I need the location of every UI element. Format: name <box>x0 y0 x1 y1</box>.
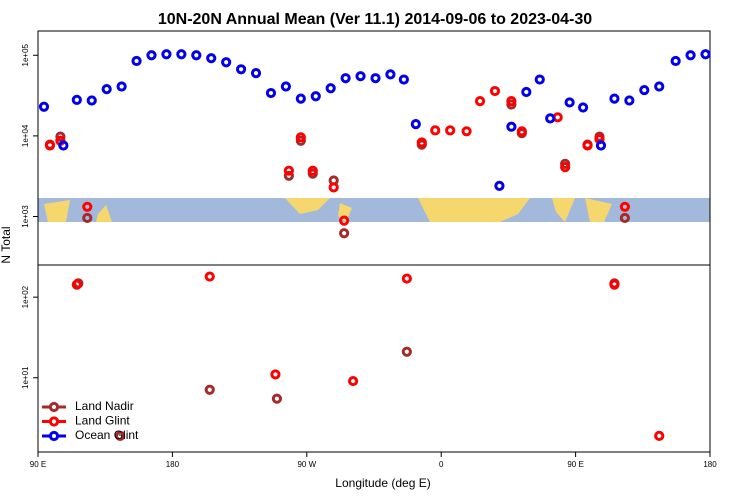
point <box>295 93 306 104</box>
point <box>654 430 665 442</box>
map-strip <box>38 198 710 222</box>
point <box>86 95 97 106</box>
point <box>474 96 486 107</box>
y-tick-label: 1e+02 <box>21 285 30 308</box>
point <box>347 375 359 387</box>
plot-frame <box>37 30 711 453</box>
point <box>191 50 202 61</box>
point <box>310 91 321 102</box>
point <box>115 430 126 442</box>
x-tick-label: 90 W <box>297 460 316 469</box>
legend-marker <box>48 430 60 442</box>
point <box>280 81 291 92</box>
point <box>82 201 93 212</box>
point <box>385 69 396 80</box>
point <box>176 49 187 60</box>
point <box>489 85 501 97</box>
point <box>700 49 711 60</box>
y-axis-label: N Total <box>0 226 13 263</box>
legend-label: Land Glint <box>75 414 130 428</box>
x-tick-label: 90 E <box>567 460 583 469</box>
point <box>204 271 215 282</box>
point <box>101 84 112 95</box>
y-tick-label: 1e+01 <box>21 366 30 389</box>
y-tick-label: 1e+04 <box>21 124 30 147</box>
point <box>221 57 232 68</box>
y-tick-label: 1e+05 <box>21 43 30 66</box>
point <box>494 180 505 191</box>
point <box>58 140 69 151</box>
legend-label: Ocean Glint <box>75 428 139 442</box>
point <box>445 125 456 136</box>
point <box>506 96 517 107</box>
point <box>619 201 630 212</box>
point <box>609 93 620 104</box>
point <box>71 94 82 105</box>
point <box>461 126 472 137</box>
point <box>521 86 532 98</box>
point <box>624 95 635 106</box>
point <box>595 140 607 151</box>
point <box>270 369 281 380</box>
point <box>161 49 172 60</box>
x-tick-label: 90 E <box>30 460 46 469</box>
point <box>545 113 556 124</box>
point <box>283 165 294 176</box>
legend-label: Land Nadir <box>75 399 134 413</box>
point <box>670 55 681 67</box>
point <box>416 137 427 148</box>
point <box>206 53 217 64</box>
point <box>560 162 571 173</box>
point <box>250 68 262 79</box>
point <box>55 131 66 142</box>
point <box>534 74 545 85</box>
point <box>564 97 575 108</box>
point <box>370 73 381 84</box>
point <box>328 182 339 193</box>
point <box>265 87 277 99</box>
point <box>577 102 589 113</box>
point <box>430 125 441 136</box>
point <box>410 119 421 130</box>
point <box>38 101 50 112</box>
point <box>582 140 593 151</box>
point <box>401 346 412 357</box>
point <box>82 212 93 224</box>
point <box>235 64 247 75</box>
point <box>339 215 350 226</box>
point <box>325 83 336 94</box>
x-tick-label: 0 <box>439 460 444 469</box>
x-tick-label: 180 <box>166 460 180 469</box>
point <box>639 84 650 96</box>
legend-marker <box>48 416 60 427</box>
point <box>401 273 412 284</box>
point <box>131 55 142 67</box>
point <box>283 170 294 181</box>
point <box>398 74 409 85</box>
point <box>654 81 665 92</box>
point <box>204 384 215 395</box>
point <box>116 81 127 92</box>
point <box>307 165 318 176</box>
point <box>609 279 620 290</box>
point <box>340 73 351 84</box>
chart-title: 10N-20N Annual Mean (Ver 11.1) 2014-09-0… <box>158 11 592 28</box>
point <box>295 132 306 143</box>
point <box>71 279 82 290</box>
point <box>516 126 527 137</box>
x-axis-label: Longitude (deg E) <box>335 476 430 490</box>
point <box>44 140 56 151</box>
y-tick-label: 1e+03 <box>21 205 30 228</box>
point <box>685 50 696 61</box>
point <box>146 50 157 61</box>
point <box>506 121 517 132</box>
point <box>339 228 350 239</box>
point <box>355 71 366 82</box>
point <box>271 393 283 404</box>
x-tick-label: 180 <box>703 460 717 469</box>
point <box>619 212 630 224</box>
legend-marker <box>48 401 60 413</box>
